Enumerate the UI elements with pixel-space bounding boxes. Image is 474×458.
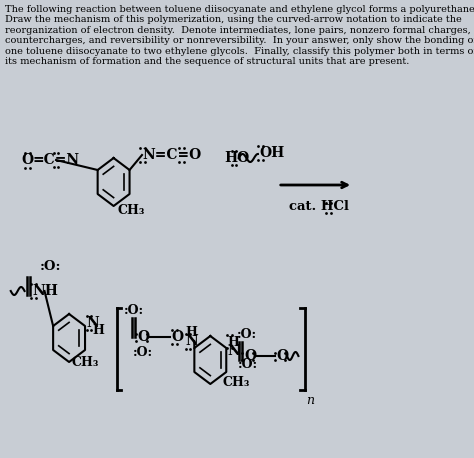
Text: O: O xyxy=(137,330,149,344)
Text: N=C=O: N=C=O xyxy=(142,148,201,162)
Text: O: O xyxy=(244,349,256,363)
Text: HO: HO xyxy=(224,151,249,165)
Text: The following reaction between toluene diisocyanate and ethylene glycol forms a : The following reaction between toluene d… xyxy=(5,5,474,66)
Text: :O:: :O: xyxy=(124,304,144,316)
Text: CH₃: CH₃ xyxy=(222,376,250,389)
Text: OH: OH xyxy=(259,146,285,160)
Text: :O:: :O: xyxy=(237,327,257,340)
Text: H: H xyxy=(93,325,105,338)
Text: n: n xyxy=(306,394,314,407)
Text: cat. HCl: cat. HCl xyxy=(289,200,348,213)
Text: CH₃: CH₃ xyxy=(71,356,99,369)
Text: H: H xyxy=(227,336,239,349)
Text: =C=N: =C=N xyxy=(32,153,79,167)
Text: H: H xyxy=(185,326,197,338)
Text: :O:: :O: xyxy=(238,358,258,371)
Text: N: N xyxy=(87,316,100,330)
Text: O: O xyxy=(276,349,288,363)
Text: N: N xyxy=(186,334,199,348)
Text: O: O xyxy=(22,153,34,167)
Text: :O:: :O: xyxy=(133,345,153,359)
Text: O: O xyxy=(171,330,183,344)
Text: NH: NH xyxy=(32,284,58,298)
Text: :O:: :O: xyxy=(40,260,62,273)
Text: CH₃: CH₃ xyxy=(118,204,145,217)
Text: N: N xyxy=(227,344,240,358)
